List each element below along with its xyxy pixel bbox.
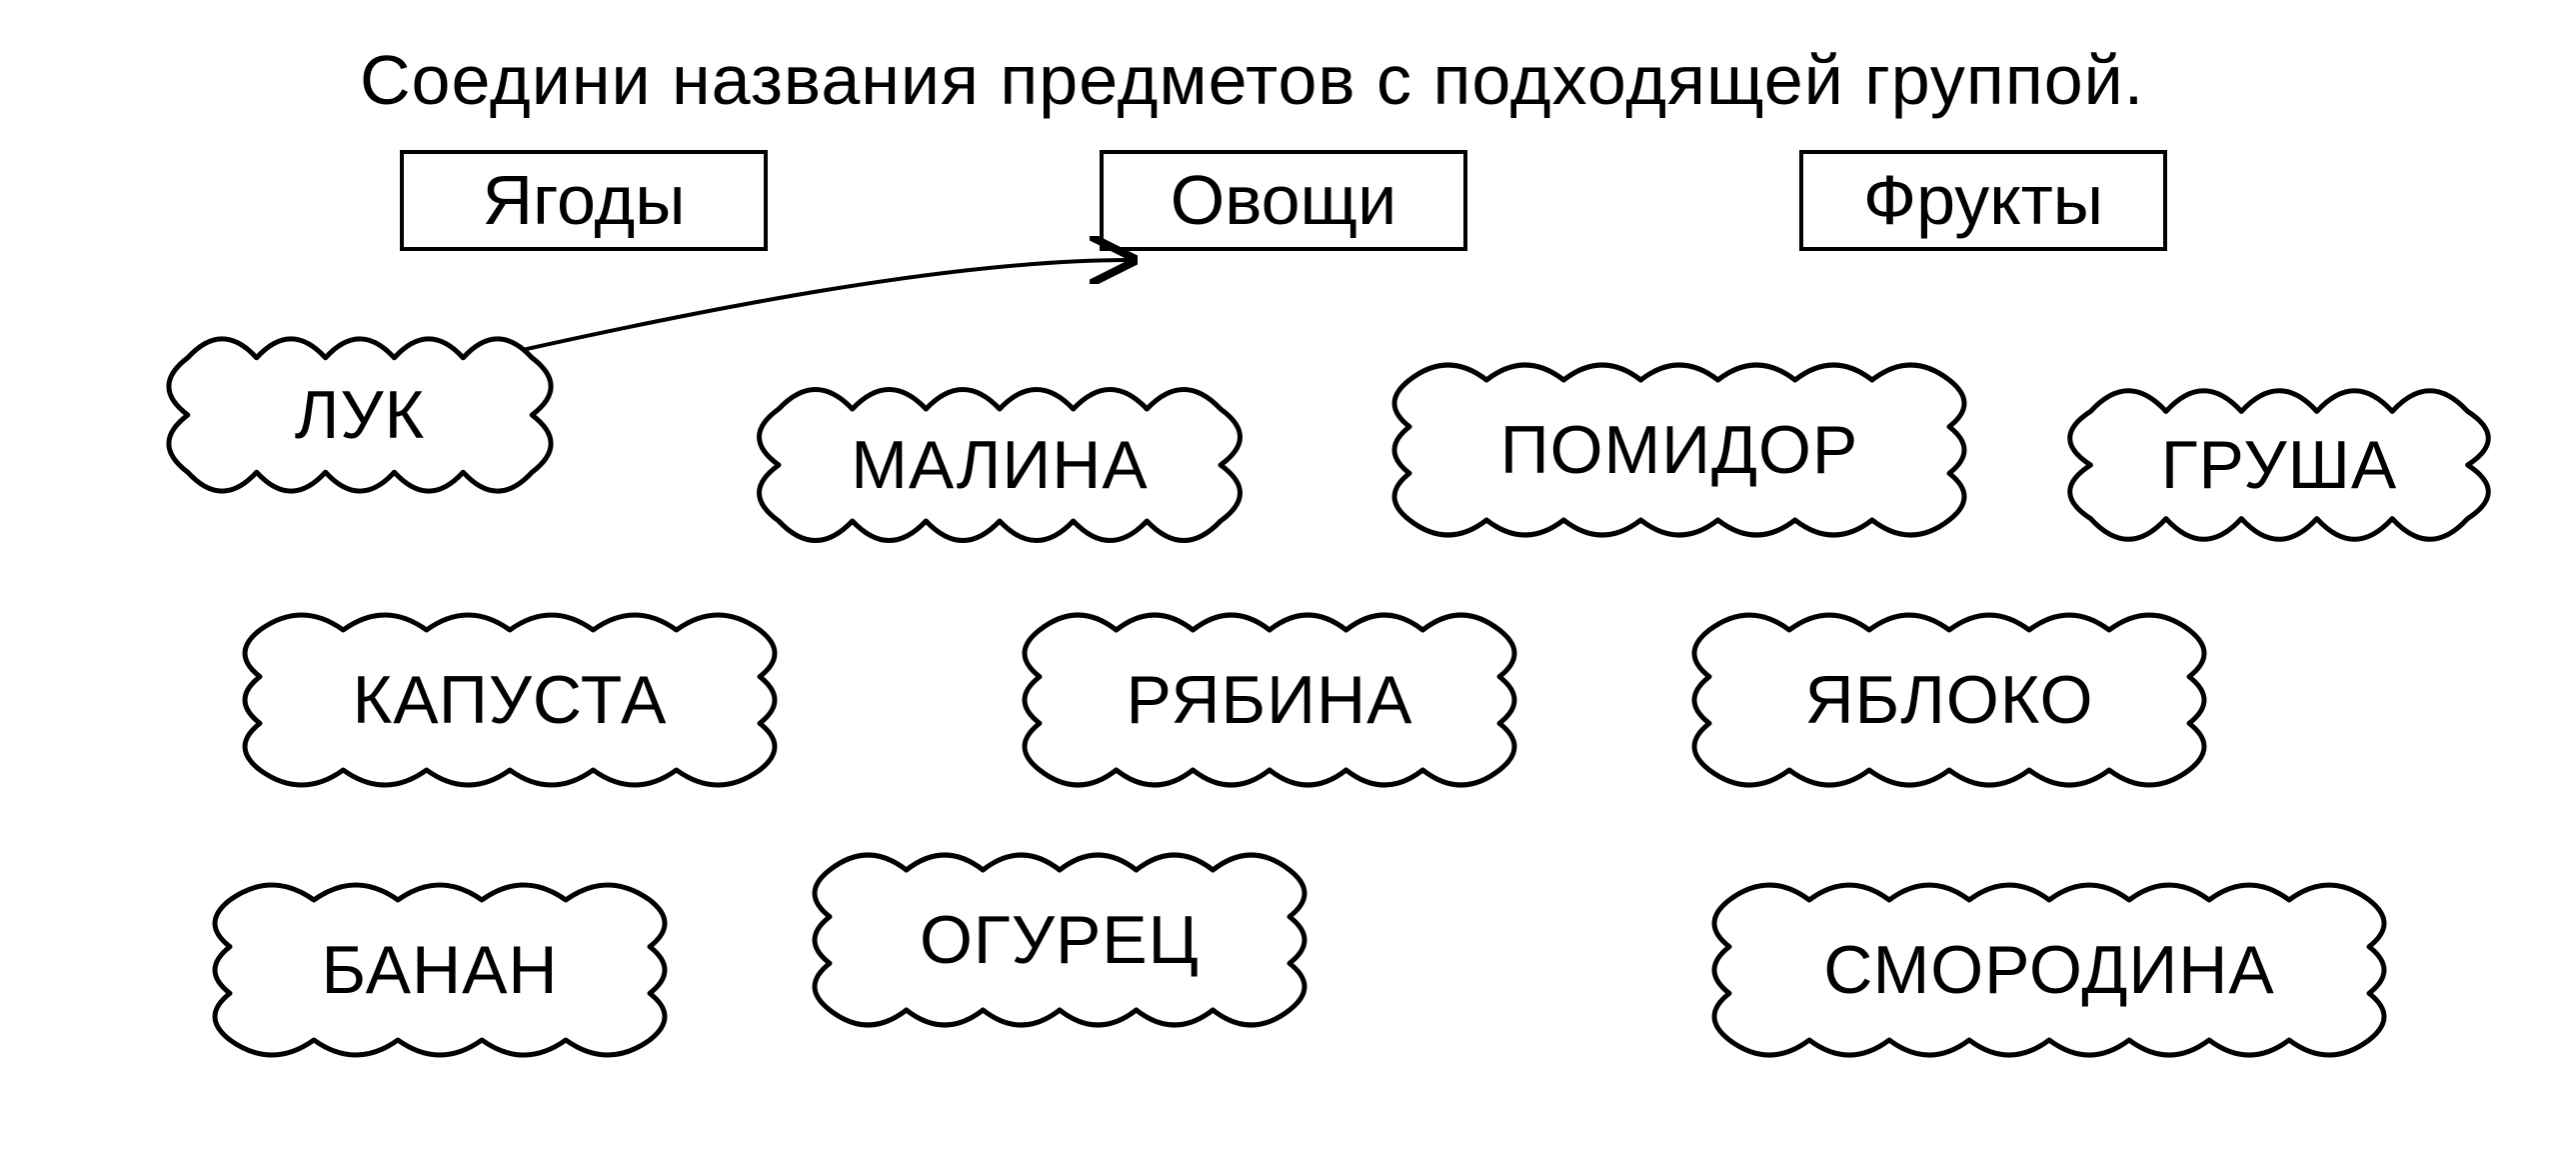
cloud-grusha[interactable]: ГРУША [2049, 370, 2509, 560]
cloud-label: ЛУК [150, 320, 570, 510]
cloud-label: ЯБЛОКО [1679, 600, 2219, 800]
arrow-path [500, 260, 1130, 355]
cloud-ryabina[interactable]: РЯБИНА [1010, 600, 1529, 800]
cloud-label: ГРУША [2049, 370, 2509, 560]
category-berries[interactable]: Ягоды [400, 150, 768, 251]
category-label: Ягоды [482, 161, 685, 239]
cloud-label: ОГУРЕЦ [800, 840, 1319, 1040]
category-fruits[interactable]: Фрукты [1799, 150, 2167, 251]
category-vegetables[interactable]: Овощи [1100, 150, 1467, 251]
cloud-smorodina[interactable]: СМОРОДИНА [1699, 870, 2399, 1070]
cloud-kapusta[interactable]: КАПУСТА [230, 600, 790, 800]
cloud-luk[interactable]: ЛУК [150, 320, 570, 510]
cloud-malina[interactable]: МАЛИНА [740, 370, 1260, 560]
category-label: Овощи [1171, 161, 1396, 239]
cloud-label: МАЛИНА [740, 370, 1260, 560]
cloud-label: СМОРОДИНА [1699, 870, 2399, 1070]
cloud-pomidor[interactable]: ПОМИДОР [1379, 350, 1979, 550]
cloud-banan[interactable]: БАНАН [200, 870, 680, 1070]
cloud-yabloko[interactable]: ЯБЛОКО [1679, 600, 2219, 800]
cloud-label: ПОМИДОР [1379, 350, 1979, 550]
cloud-label: КАПУСТА [230, 600, 790, 800]
instruction-text: Соедини названия предметов с подходящей … [360, 40, 2144, 120]
cloud-ogurets[interactable]: ОГУРЕЦ [800, 840, 1319, 1040]
category-label: Фрукты [1863, 161, 2103, 239]
cloud-label: БАНАН [200, 870, 680, 1070]
cloud-label: РЯБИНА [1010, 600, 1529, 800]
